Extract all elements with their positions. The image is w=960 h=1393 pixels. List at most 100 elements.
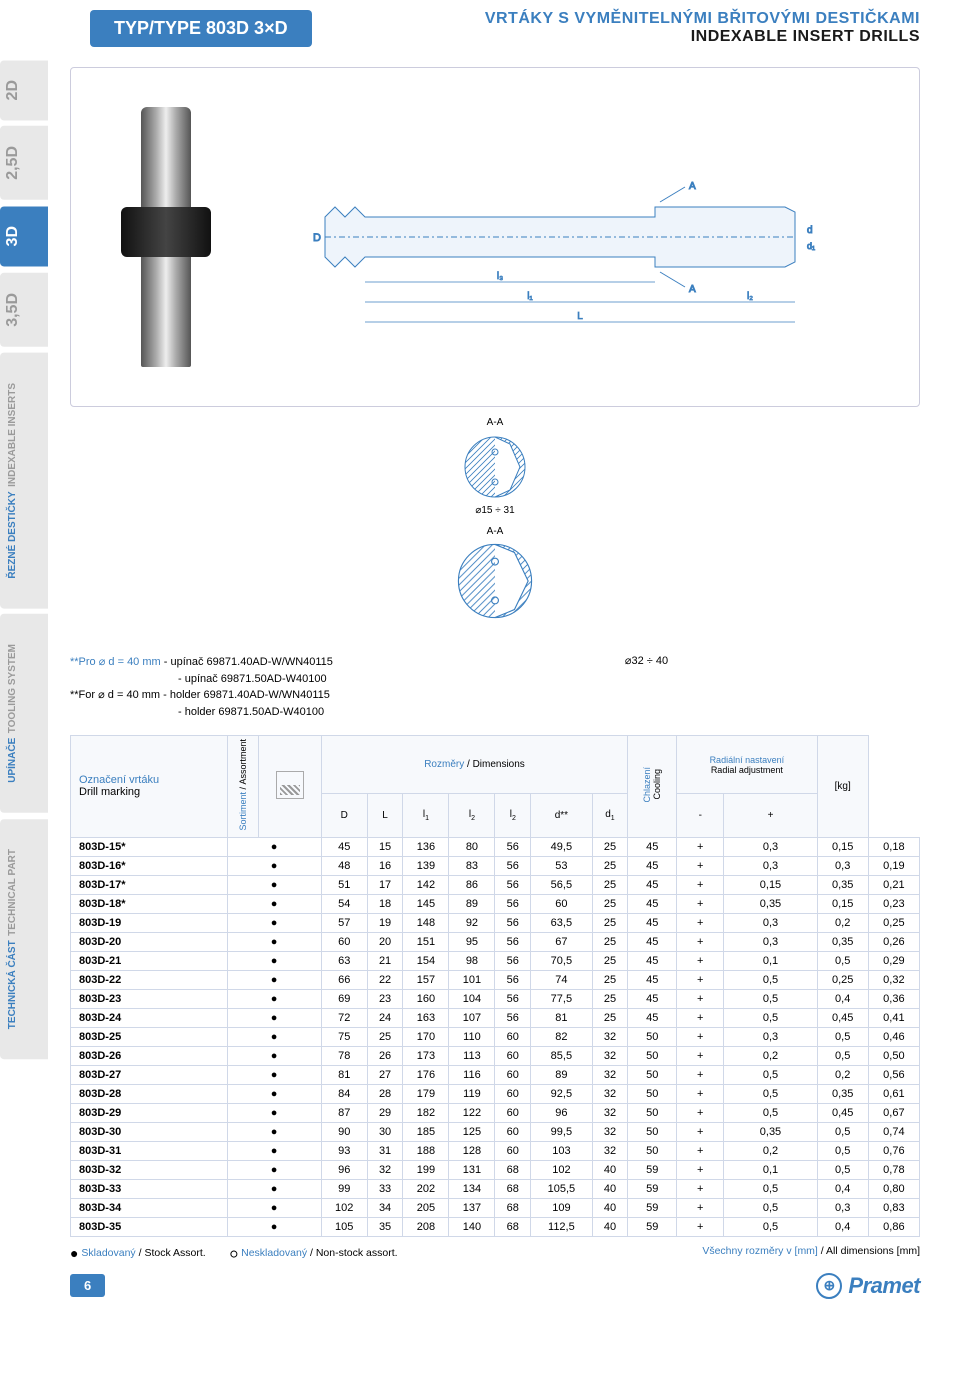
table-cell: 139 — [403, 856, 449, 875]
side-tab[interactable]: 3,5D — [0, 273, 48, 347]
table-cell: 199 — [403, 1160, 449, 1179]
table-cell: 0,3 — [724, 932, 817, 951]
table-cell: 0,5 — [817, 951, 868, 970]
table-cell: 173 — [403, 1046, 449, 1065]
table-cell: 145 — [403, 894, 449, 913]
table-cell: 179 — [403, 1084, 449, 1103]
table-cell: 32 — [592, 1122, 628, 1141]
table-row: 803D-35●1053520814068112,54059+0,50,40,8… — [71, 1217, 920, 1236]
table-cell: 28 — [367, 1084, 403, 1103]
table-cell: 86 — [449, 875, 495, 894]
header-titles: VRTÁKY S VYMĚNITELNÝMI BŘITOVÝMI DESTIČK… — [352, 10, 920, 46]
table-cell: 0,35 — [817, 932, 868, 951]
table-cell: + — [677, 1122, 724, 1141]
table-cell: 803D-35 — [71, 1217, 228, 1236]
table-cell: 119 — [449, 1084, 495, 1103]
table-row: 803D-22●662215710156742545+0,50,250,32 — [71, 970, 920, 989]
table-cell: + — [677, 856, 724, 875]
table-cell: + — [677, 1065, 724, 1084]
table-cell: 104 — [449, 989, 495, 1008]
table-cell: 0,29 — [868, 951, 919, 970]
table-cell: 33 — [367, 1179, 403, 1198]
table-cell: 32 — [592, 1065, 628, 1084]
table-cell: 803D-17* — [71, 875, 228, 894]
table-cell: 803D-23 — [71, 989, 228, 1008]
table-cell: 803D-21 — [71, 951, 228, 970]
table-cell: 112,5 — [531, 1217, 592, 1236]
table-cell: 57 — [321, 913, 367, 932]
table-cell: 803D-34 — [71, 1198, 228, 1217]
table-cell: 45 — [628, 989, 677, 1008]
table-row: 803D-19●5719148925663,52545+0,30,20,25 — [71, 913, 920, 932]
th-dim-col: l2 — [449, 794, 495, 837]
table-cell: 70,5 — [531, 951, 592, 970]
table-cell: 78 — [321, 1046, 367, 1065]
side-tab[interactable]: UPÍNAČE TOOLING SYSTEM — [0, 614, 48, 813]
table-cell: 99 — [321, 1179, 367, 1198]
section-label-aa-2: A-A — [70, 526, 920, 537]
table-cell: ● — [227, 989, 321, 1008]
table-cell: 125 — [449, 1122, 495, 1141]
table-cell: 69 — [321, 989, 367, 1008]
table-cell: 22 — [367, 970, 403, 989]
table-cell: 51 — [321, 875, 367, 894]
table-cell: 202 — [403, 1179, 449, 1198]
table-cell: 131 — [449, 1160, 495, 1179]
table-cell: + — [677, 1198, 724, 1217]
table-cell: 0,35 — [817, 875, 868, 894]
table-cell: ● — [227, 970, 321, 989]
side-tab[interactable]: 3D — [0, 206, 48, 266]
table-cell: 40 — [592, 1198, 628, 1217]
table-cell: 25 — [592, 951, 628, 970]
table-cell: ● — [227, 1198, 321, 1217]
side-tab[interactable]: 2D — [0, 60, 48, 120]
table-cell: 68 — [495, 1217, 531, 1236]
holder-notes: **Pro ⌀ d = 40 mm - upínač 69871.40AD-W/… — [70, 654, 920, 735]
table-cell: + — [677, 1141, 724, 1160]
table-cell: 20 — [367, 932, 403, 951]
table-cell: 32 — [367, 1160, 403, 1179]
side-tab[interactable]: TECHNICKÁ ČÁST TECHNICAL PART — [0, 819, 48, 1059]
table-cell: 50 — [628, 1084, 677, 1103]
side-tab[interactable]: 2,5D — [0, 126, 48, 200]
table-cell: 0,4 — [817, 1217, 868, 1236]
table-cell: ● — [227, 1179, 321, 1198]
table-cell: 803D-28 — [71, 1084, 228, 1103]
table-cell: 0,15 — [817, 837, 868, 856]
table-cell: 25 — [592, 856, 628, 875]
table-cell: + — [677, 1217, 724, 1236]
table-cell: 0,5 — [817, 1160, 868, 1179]
svg-text:d: d — [807, 225, 813, 236]
table-cell: 0,5 — [817, 1122, 868, 1141]
legend-units: Všechny rozměry v [mm] / All dimensions … — [702, 1245, 920, 1257]
table-cell: 0,26 — [868, 932, 919, 951]
th-dim-col: d** — [531, 794, 592, 837]
table-cell: 60 — [531, 894, 592, 913]
table-cell: 27 — [367, 1065, 403, 1084]
table-cell: 110 — [449, 1027, 495, 1046]
table-cell: 16 — [367, 856, 403, 875]
table-cell: 803D-18* — [71, 894, 228, 913]
table-cell: + — [677, 837, 724, 856]
table-cell: 30 — [367, 1122, 403, 1141]
table-row: 803D-18*●54181458956602545+0,350,150,23 — [71, 894, 920, 913]
table-cell: 176 — [403, 1065, 449, 1084]
table-cell: + — [677, 970, 724, 989]
table-cell: 96 — [321, 1160, 367, 1179]
table-cell: + — [677, 1103, 724, 1122]
table-cell: 59 — [628, 1217, 677, 1236]
table-cell: 83 — [449, 856, 495, 875]
table-cell: ● — [227, 1122, 321, 1141]
table-cell: 122 — [449, 1103, 495, 1122]
table-cell: 25 — [592, 1008, 628, 1027]
svg-text:D: D — [313, 232, 321, 244]
table-cell: ● — [227, 932, 321, 951]
table-cell: 90 — [321, 1122, 367, 1141]
table-cell: 163 — [403, 1008, 449, 1027]
table-cell: 92,5 — [531, 1084, 592, 1103]
table-cell: ● — [227, 913, 321, 932]
th-sort-icon — [259, 736, 321, 838]
table-cell: 56 — [495, 989, 531, 1008]
note-cz-line1: - upínač 69871.40AD-W/WN40115 — [164, 656, 333, 668]
side-tab[interactable]: ŘEZNÉ DESTIČKY INDEXABLE INSERTS — [0, 353, 48, 609]
